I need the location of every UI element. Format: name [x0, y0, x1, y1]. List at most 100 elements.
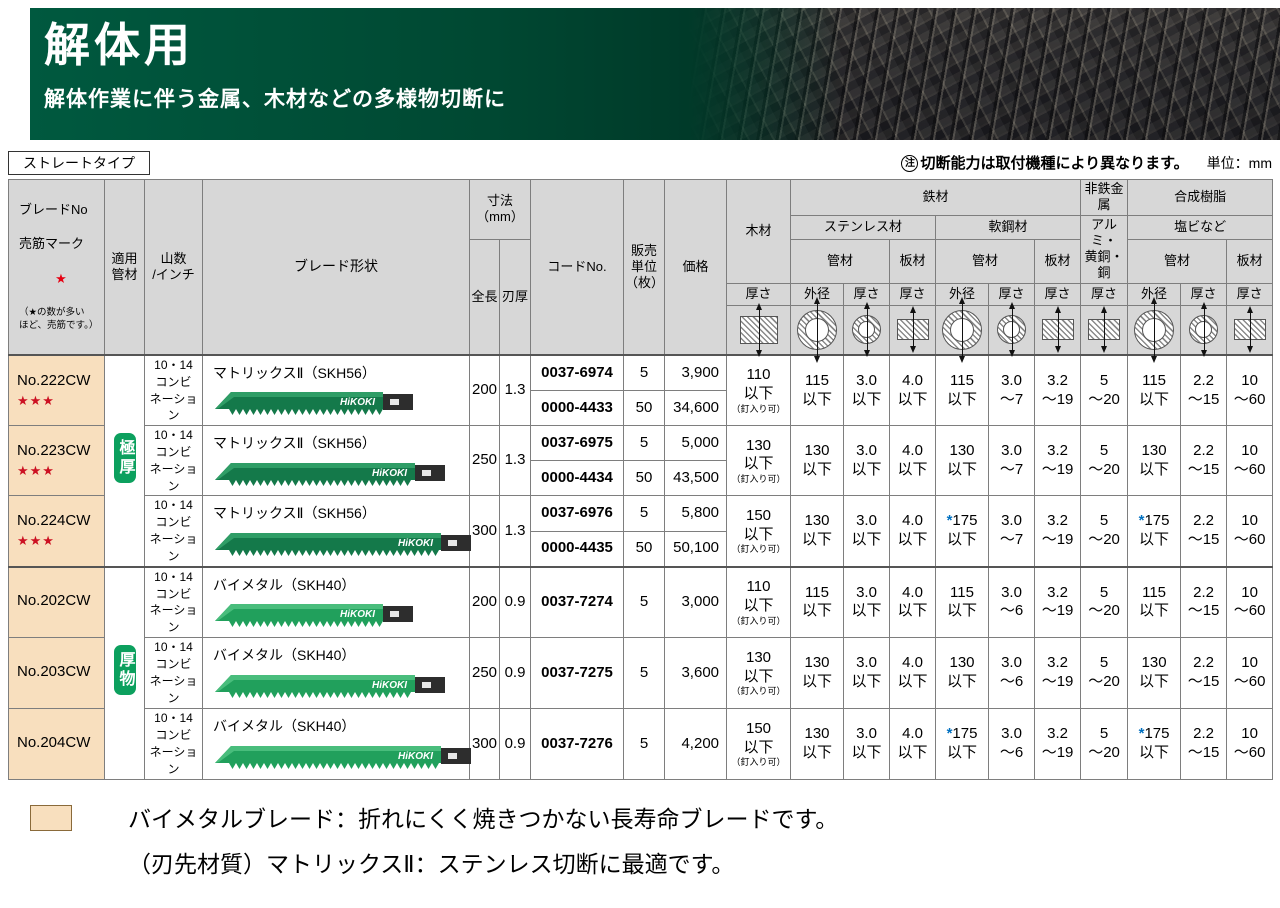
pvc-plate-cell: 10 ～60: [1226, 425, 1274, 497]
unit-label: 単位：mm: [1206, 155, 1272, 171]
arrow-icon: [1151, 296, 1158, 363]
legend-line-2: （刃先材質）マトリックスⅡ：ステンレス切断に最適です。: [128, 850, 735, 877]
blade-shape-cell: マトリックスⅡ（SKH56） HiKOKI: [202, 425, 470, 497]
sales-unit-cell: 5: [623, 708, 666, 781]
stainless-pipe-od-cell: 130 以下: [790, 708, 845, 781]
svg-text:HiKOKI: HiKOKI: [340, 397, 375, 408]
product-row: No.222CW ★★★ 極厚 10・14 コンビ ネーション マトリックスⅡ（SKH5…: [8, 353, 1274, 568]
blade-shape-cell: バイメタル（SKH40） HiKOKI: [202, 708, 471, 781]
pvc-pipe-od-cell: *175 以下: [1127, 495, 1182, 568]
wood-capacity-cell: 130 以下 （釘入り可）: [726, 425, 792, 497]
nonferrous-cell: 5 ～20: [1080, 708, 1129, 781]
stainless-pipe-od-cell: 130 以下: [790, 637, 845, 710]
subheader-od: 外径: [935, 282, 990, 306]
length-cell: 200: [469, 354, 500, 427]
code-no-cell: 0037-6976: [530, 495, 625, 532]
soft-steel-pipe-od-cell: 130 以下: [935, 425, 990, 497]
pvc-pipe-od-cell: *175 以下: [1127, 708, 1182, 781]
arrow-icon: [1200, 302, 1207, 358]
svg-text:HiKOKI: HiKOKI: [398, 538, 433, 549]
scrap-metal-photo: [688, 8, 1280, 140]
blade-no: No.203CW: [17, 662, 91, 680]
soft-steel-pipe-thickness-cell: 3.0 ～7: [988, 354, 1036, 427]
col-header-blade-no: ブレードNo 売筋マーク ★ （★の数が多い ほど、売筋です。）: [8, 179, 105, 356]
col-header-shape: ブレード形状: [202, 179, 470, 356]
teeth-per-inch-cell: 10・14 コンビ ネーション: [144, 637, 203, 710]
teeth-per-inch-cell: 10・14 コンビ ネーション: [144, 495, 203, 568]
nonferrous-cell: 5 ～20: [1080, 354, 1129, 427]
note-circle-mark: 注: [901, 155, 919, 172]
code-no-cell: 0037-7276: [530, 708, 625, 781]
blade-no-cell: No.204CW: [8, 708, 105, 781]
stainless-pipe-od-cell: 115 以下: [790, 565, 845, 639]
svg-text:HiKOKI: HiKOKI: [372, 468, 407, 479]
soft-steel-pipe-od-cell: *175 以下: [935, 495, 990, 568]
teeth-per-inch-cell: 10・14 コンビ ネーション: [144, 708, 203, 781]
stainless-pipe-thickness-cell: 3.0 以下: [843, 495, 891, 568]
soft-thickness-icon-cell: [988, 302, 1036, 358]
stainless-pipe-thickness-cell: 3.0 以下: [843, 708, 891, 781]
arrow-icon: [909, 306, 916, 354]
soft-od-icon-cell: [935, 296, 990, 363]
soft-plate-icon-cell: [1034, 304, 1082, 356]
col-header-resin: 合成樹脂: [1127, 179, 1274, 216]
blade-material-label: バイメタル（SKH40）: [213, 647, 356, 664]
pvc-pipe-od-cell: 130 以下: [1127, 637, 1182, 710]
nail-ok-note: （釘入り可）: [731, 615, 786, 626]
blade-no-cell: No.222CW ★★★: [8, 354, 105, 427]
blade-material-label: バイメタル（SKH40）: [213, 718, 356, 735]
product-row: No.202CW 厚物 10・14 コンビ ネーション バイメタル（SKH40） HiK…: [8, 565, 1274, 781]
sales-unit-cell: 5: [623, 353, 666, 391]
col-header-nonferrous: 非鉄金属: [1080, 179, 1129, 216]
nonferrous-cell: 5 ～20: [1080, 495, 1129, 568]
sales-unit-cell: 50: [623, 460, 666, 497]
soft-steel-pipe-od-cell: 115 以下: [935, 354, 990, 427]
arrow-icon: [959, 296, 966, 363]
cutting-note: 注切断能力は取付機種により異なります。 単位：mm: [901, 152, 1272, 173]
blade-no: No.202CW: [17, 591, 91, 609]
subheader-od: 外径: [790, 282, 845, 306]
code-no-cell: 0000-4434: [530, 460, 625, 497]
soft-steel-plate-cell: 3.2 ～19: [1034, 637, 1082, 710]
legend-text: バイメタルブレード：折れにくく焼きつかない長寿命ブレードです。 （刃先材質）マト…: [128, 797, 838, 887]
sales-unit-cell: 5: [623, 637, 666, 710]
col-header-sales-unit: 販売 単位 （枚）: [623, 179, 666, 356]
header-banner: 解体用 解体作業に伴う金属、木材などの多様物切断に: [30, 8, 1280, 140]
price-cell: 3,900: [664, 353, 728, 391]
nail-ok-note: （釘入り可）: [731, 757, 786, 768]
blade-thickness-cell: 1.3: [498, 354, 532, 427]
pvc-pipe-thickness-cell: 2.2 ～15: [1180, 565, 1228, 639]
col-header-aluminum: アルミ・ 黄銅・銅: [1080, 214, 1129, 284]
col-header-pvc: 塩ビなど: [1127, 214, 1274, 240]
page-title: 解体用: [44, 19, 194, 71]
pvc-pipe-thickness-cell: 2.2 ～15: [1180, 637, 1228, 710]
price-cell: 3,000: [664, 565, 728, 639]
blade-shape-cell: マトリックスⅡ（SKH56） HiKOKI: [202, 354, 470, 427]
subheader-plate: 板材: [1226, 238, 1274, 284]
star-mark: ★: [55, 270, 67, 286]
stainless-pipe-thickness-cell: 3.0 以下: [843, 425, 891, 497]
soft-steel-plate-cell: 3.2 ～19: [1034, 708, 1082, 781]
stainless-od-icon-cell: [790, 296, 845, 363]
soft-steel-pipe-od-cell: 115 以下: [935, 565, 990, 639]
page-subtitle: 解体作業に伴う金属、木材などの多様物切断に: [44, 87, 506, 111]
wood-capacity-cell: 110 以下 （釘入り可）: [726, 565, 792, 639]
blade-thickness-cell: 0.9: [498, 565, 532, 639]
price-cell: 43,500: [664, 460, 728, 497]
blade-image: HiKOKI: [215, 462, 445, 486]
col-header-applicable-pipe: 適用 管材: [104, 179, 145, 356]
stainless-pipe-od-cell: 130 以下: [790, 425, 845, 497]
blade-no-cell: No.202CW: [8, 565, 105, 639]
blade-material-label: マトリックスⅡ（SKH56）: [213, 364, 376, 381]
pipe-class-badge: 厚物: [113, 645, 136, 696]
star-rating: ★★★: [17, 533, 55, 549]
blade-shape-cell: バイメタル（SKH40） HiKOKI: [202, 565, 470, 639]
soft-steel-plate-cell: 3.2 ～19: [1034, 565, 1082, 639]
blade-no: No.224CW: [17, 512, 91, 530]
pvc-plate-cell: 10 ～60: [1226, 637, 1274, 710]
subheader-thickness: 厚さ: [1180, 282, 1228, 306]
blade-shape-cell: バイメタル（SKH40） HiKOKI: [202, 637, 470, 710]
pvc-pipe-od-cell: 115 以下: [1127, 354, 1182, 427]
arrow-icon: [1101, 306, 1108, 354]
